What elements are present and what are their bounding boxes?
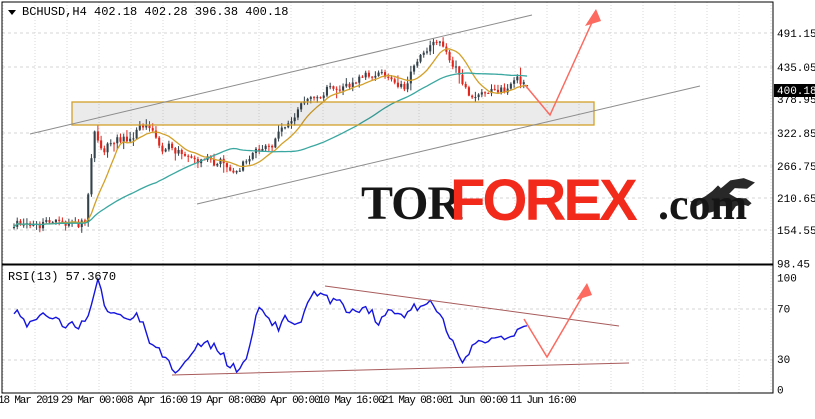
svg-text:8 Apr 16:00: 8 Apr 16:00: [127, 395, 188, 407]
svg-text:29 Mar 00:00: 29 Mar 00:00: [61, 395, 127, 407]
svg-text:FOREX: FOREX: [450, 168, 638, 233]
svg-text:1 Jun 00:00: 1 Jun 00:00: [447, 395, 508, 407]
svg-text:RSI(13) 57.3670: RSI(13) 57.3670: [8, 270, 116, 284]
svg-text:TOR: TOR: [361, 177, 463, 230]
svg-text:21 May 08:00: 21 May 08:00: [382, 395, 448, 407]
svg-text:10 May 16:00: 10 May 16:00: [318, 395, 384, 407]
svg-text:491.15: 491.15: [777, 29, 815, 41]
svg-text:0: 0: [777, 386, 784, 398]
svg-text:98.45: 98.45: [777, 260, 810, 272]
svg-text:19 Apr 08:00: 19 Apr 08:00: [190, 395, 256, 407]
svg-text:400.18: 400.18: [777, 86, 815, 98]
svg-text:18 Mar 2019: 18 Mar 2019: [0, 395, 59, 407]
svg-text:266.75: 266.75: [777, 162, 815, 174]
svg-text:70: 70: [777, 305, 790, 317]
svg-text:100: 100: [777, 274, 797, 286]
svg-text:435.05: 435.05: [777, 63, 815, 75]
svg-text:154.55: 154.55: [777, 226, 815, 238]
svg-text:BCHUSD,H4 402.18 402.28 396.3: BCHUSD,H4 402.18 402.28 396.38 400.18: [22, 5, 288, 19]
svg-text:30 Apr 00:00: 30 Apr 00:00: [254, 395, 320, 407]
svg-text:30: 30: [777, 355, 790, 367]
svg-text:322.85: 322.85: [777, 129, 815, 141]
svg-text:11 Jun 16:00: 11 Jun 16:00: [510, 395, 576, 407]
svg-text:210.65: 210.65: [777, 194, 815, 206]
